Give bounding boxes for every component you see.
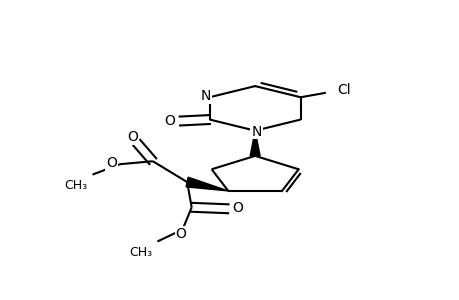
Text: CH₃: CH₃	[129, 246, 151, 259]
Text: O: O	[231, 201, 242, 215]
Text: CH₃: CH₃	[64, 179, 87, 192]
Text: Cl: Cl	[336, 83, 350, 98]
Text: O: O	[175, 227, 186, 241]
Text: O: O	[128, 130, 138, 144]
Text: O: O	[106, 156, 117, 170]
Polygon shape	[250, 131, 259, 156]
Polygon shape	[185, 177, 228, 191]
Text: N: N	[200, 89, 211, 103]
Text: N: N	[251, 124, 261, 139]
Text: O: O	[164, 114, 175, 128]
